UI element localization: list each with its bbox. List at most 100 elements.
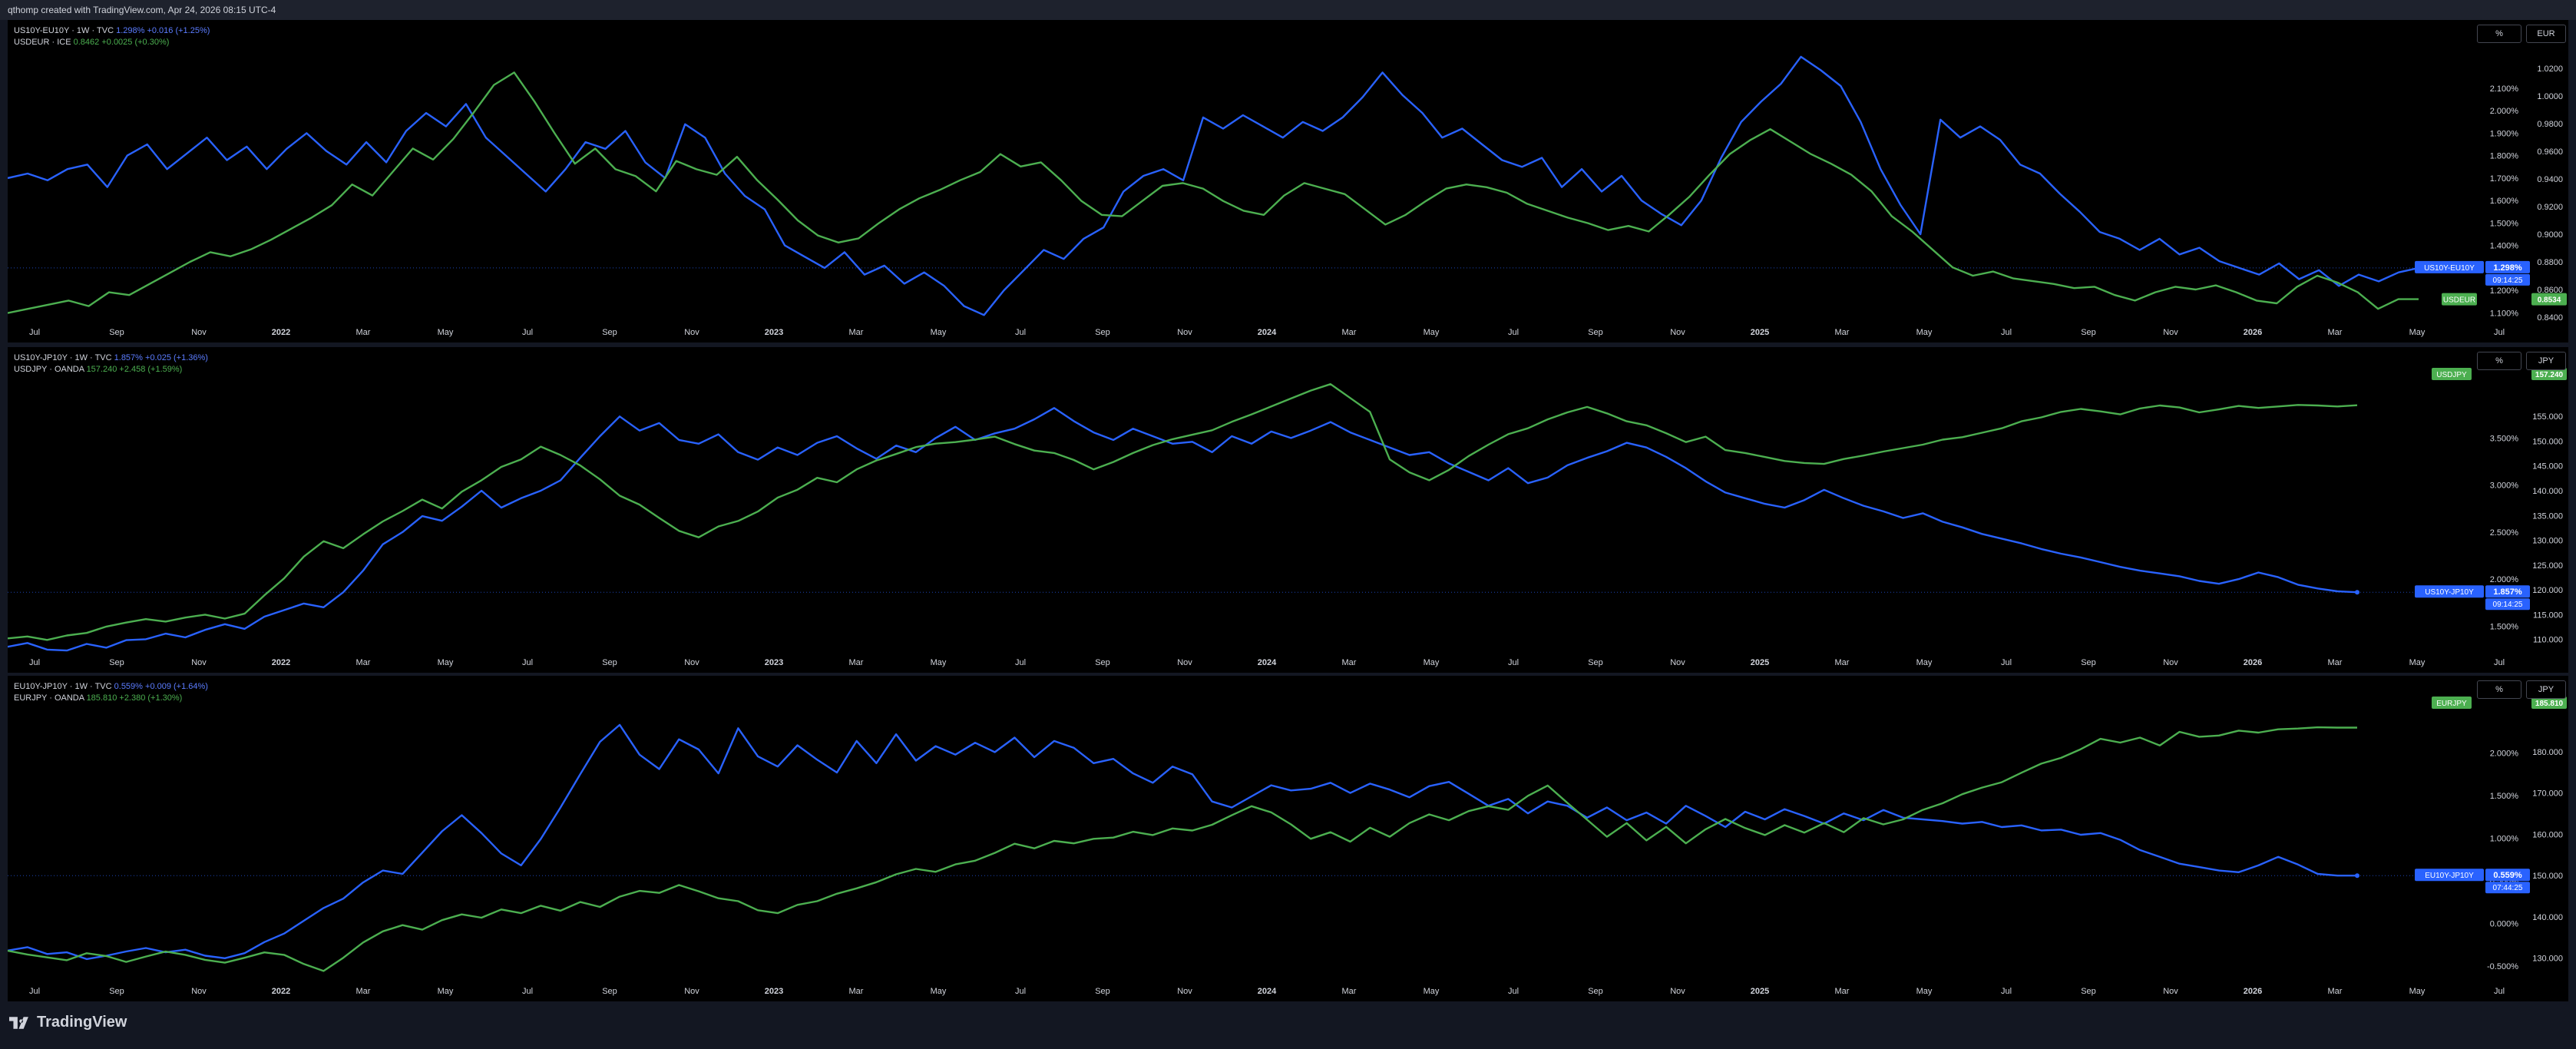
right-axis-label: 115.000	[2533, 611, 2563, 620]
right-axis-label: 130.000	[2532, 955, 2563, 964]
legend-primary-value: 1.857%	[114, 353, 143, 362]
price-label-value-box	[2531, 293, 2567, 306]
x-tick-label: Sep	[1095, 987, 1110, 996]
left-axis-label: 1.500%	[2490, 622, 2519, 631]
price-label-usdjpy: USDJPY 157.240	[2432, 368, 2567, 380]
series-line-us10y-jp10y	[8, 407, 2358, 652]
series-line-eu10y-jp10y	[8, 723, 2357, 961]
x-tick-label: Jul	[522, 658, 533, 667]
x-tick-label: Mar	[1835, 658, 1850, 667]
right-axis-label: 1.0200	[2537, 65, 2563, 74]
x-tick-label: May	[931, 328, 947, 337]
x-tick-label: Sep	[1095, 658, 1110, 667]
right-axis-label: 170.000	[2532, 789, 2563, 799]
x-tick-label: 2024	[1258, 987, 1277, 996]
series-line-eurjpy	[8, 726, 2357, 972]
series-line-usdjpy	[8, 383, 2358, 641]
scale-percent-button[interactable]: %	[2477, 680, 2521, 699]
scale-percent-button[interactable]: %	[2477, 25, 2521, 43]
x-tick-label: Mar	[356, 987, 371, 996]
price-label-time: 09:14:25	[2493, 276, 2523, 285]
right-axis-label: 145.000	[2532, 462, 2563, 472]
left-axis-label: 1.200%	[2490, 286, 2519, 296]
currency-button[interactable]: JPY	[2526, 680, 2566, 699]
x-tick-label: Nov	[1177, 328, 1192, 337]
right-axis-label: 135.000	[2532, 511, 2563, 521]
right-axis-label: 150.000	[2532, 437, 2563, 446]
x-tick-label: May	[1424, 658, 1440, 667]
x-tick-label: May	[1916, 328, 1933, 337]
legend-primary-value: 0.559%	[114, 682, 143, 691]
x-tick-label: 2024	[1258, 328, 1277, 337]
legend-primary-change: +0.009 (+1.64%)	[145, 682, 208, 691]
legend-primary-symbol[interactable]: US10Y-JP10Y · 1W · TVC	[14, 353, 112, 362]
x-tick-label: Jul	[2494, 658, 2505, 667]
legend-primary-change: +0.025 (+1.36%)	[145, 353, 208, 362]
price-label-value-box	[2485, 869, 2530, 882]
header-caption: qthomp created with TradingView.com, Apr…	[8, 5, 276, 15]
right-axis-label: 130.000	[2532, 537, 2563, 546]
x-tick-label: Sep	[2081, 658, 2096, 667]
price-label-value-box	[2531, 697, 2567, 709]
price-label-eurjpy: EURJPY 185.810	[2432, 697, 2567, 709]
x-tick-label: Jul	[1015, 328, 1026, 337]
right-axis-label: 110.000	[2533, 636, 2563, 645]
price-label-symbol-box	[2432, 368, 2472, 380]
left-axis-label: 0.000%	[2490, 919, 2519, 928]
legend-secondary-change: +0.0025 (+0.30%)	[101, 38, 170, 47]
x-tick-label: May	[438, 658, 454, 667]
right-axis-label: 155.000	[2532, 412, 2563, 422]
x-tick-label: Mar	[1342, 987, 1357, 996]
x-tick-label: 2023	[765, 328, 783, 337]
price-label-symbol: US10Y-EU10Y	[2424, 264, 2475, 273]
x-tick-label: Jul	[2494, 987, 2505, 996]
legend-secondary-change: +2.380 (+1.30%)	[119, 693, 183, 703]
right-axis-label: 140.000	[2532, 913, 2563, 922]
legend-secondary-symbol[interactable]: EURJPY · OANDA	[14, 693, 84, 703]
right-axis-label: 120.000	[2532, 586, 2563, 595]
price-label-time: 07:44:25	[2493, 884, 2523, 892]
price-label-value: 1.857%	[2493, 587, 2522, 597]
chart-pane-3[interactable]: -0.500% 0.000% 0.500% 1.000% 1.500% 2.000% 130…	[8, 676, 2568, 1001]
x-tick-label: Mar	[1835, 328, 1850, 337]
x-tick-label: Mar	[1342, 658, 1357, 667]
left-axis-label: 2.000%	[2490, 749, 2519, 758]
x-tick-label: Mar	[356, 658, 371, 667]
legend-primary-symbol[interactable]: EU10Y-JP10Y · 1W · TVC	[14, 682, 112, 691]
x-tick-label: May	[1424, 987, 1440, 996]
tradingview-logo[interactable]: TradingView	[9, 1014, 127, 1031]
legend-secondary-symbol[interactable]: USDJPY · OANDA	[14, 365, 84, 374]
x-tick-label: Nov	[684, 658, 699, 667]
right-axis-label: 0.9800	[2537, 120, 2563, 129]
legend-pane-2: US10Y-JP10Y · 1W · TVC 1.857% +0.025 (+1…	[14, 352, 208, 374]
tradingview-logo-icon	[9, 1016, 28, 1029]
currency-button[interactable]: EUR	[2526, 25, 2566, 43]
legend-primary-change: +0.016 (+1.25%)	[147, 26, 210, 35]
scale-percent-button[interactable]: %	[2477, 352, 2521, 370]
price-label-value: 185.810	[2535, 700, 2564, 708]
x-tick-label: Sep	[1588, 658, 1603, 667]
x-tick-label: Nov	[2163, 987, 2178, 996]
chart-pane-2[interactable]: 1.500% 2.000% 2.500% 3.000% 3.500% 110.000 115…	[8, 347, 2568, 673]
x-tick-label: Mar	[2328, 658, 2343, 667]
currency-button[interactable]: JPY	[2526, 352, 2566, 370]
x-tick-label: Sep	[109, 658, 124, 667]
price-label-symbol: EURJPY	[2436, 700, 2467, 708]
price-label-eu10y-jp10y: EU10Y-JP10Y 0.559% 07:44:25	[2415, 869, 2530, 894]
legend-primary-symbol[interactable]: US10Y-EU10Y · 1W · TVC	[14, 26, 114, 35]
price-label-symbol: USDJPY	[2436, 371, 2467, 379]
x-tick-label: Jul	[29, 328, 40, 337]
price-label-value: 0.8534	[2538, 296, 2561, 305]
legend-pane-3: EU10Y-JP10Y · 1W · TVC 0.559% +0.009 (+1…	[14, 681, 208, 703]
left-axis-label: 1.000%	[2490, 834, 2519, 843]
chart-pane-1[interactable]: 1.100% 1.200% 1.400% 1.500% 1.600% 1.700% 1.80…	[8, 20, 2568, 342]
x-tick-label: Nov	[191, 987, 207, 996]
left-axis-label: 2.500%	[2490, 528, 2519, 538]
right-axis-label: 125.000	[2532, 561, 2563, 571]
legend-secondary-symbol[interactable]: USDEUR · ICE	[14, 38, 71, 47]
left-axis-label: 1.500%	[2490, 219, 2519, 228]
price-label-time-box	[2485, 598, 2530, 611]
left-axis-label: 3.000%	[2490, 481, 2519, 491]
right-axis-label: 0.9000	[2537, 230, 2563, 240]
price-label-symbol-box	[2415, 869, 2484, 882]
